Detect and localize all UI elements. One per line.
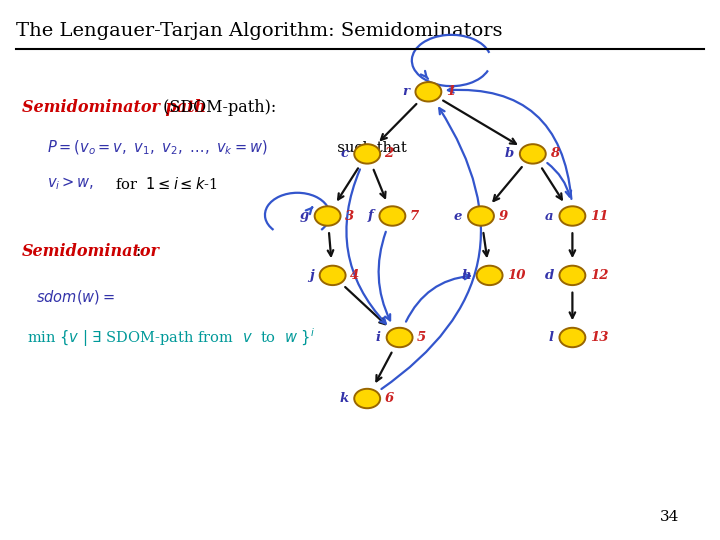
Text: 9: 9 [498, 210, 508, 222]
Text: Semidominator path: Semidominator path [22, 99, 206, 117]
Circle shape [468, 206, 494, 226]
Text: min $\{ v\ |\ \exists$ SDOM-path from $\ v\ $ to $\ w\ \}^i$: min $\{ v\ |\ \exists$ SDOM-path from $\… [27, 327, 315, 349]
Text: The Lengauer-Tarjan Algorithm: Semidominators: The Lengauer-Tarjan Algorithm: Semidomin… [16, 22, 503, 39]
Text: for  $1 \leq i \leq k$-1: for $1 \leq i \leq k$-1 [106, 176, 217, 192]
Text: f: f [368, 210, 374, 222]
Text: 11: 11 [590, 210, 608, 222]
Text: h: h [462, 269, 471, 282]
Text: b: b [505, 147, 514, 160]
Circle shape [354, 144, 380, 164]
Circle shape [315, 206, 341, 226]
Text: 8: 8 [550, 147, 559, 160]
Circle shape [387, 328, 413, 347]
Text: 4: 4 [350, 269, 359, 282]
Text: e: e [454, 210, 462, 222]
Text: 1: 1 [446, 85, 455, 98]
Text: a: a [545, 210, 554, 222]
Circle shape [477, 266, 503, 285]
Circle shape [379, 206, 405, 226]
Text: $P = (v_o = v,\ v_1,\ v_2,\ \ldots,\ v_k = w)$: $P = (v_o = v,\ v_1,\ v_2,\ \ldots,\ v_k… [47, 139, 267, 157]
Text: 3: 3 [345, 210, 354, 222]
Text: d: d [544, 269, 554, 282]
Text: 10: 10 [507, 269, 526, 282]
Text: i: i [376, 331, 381, 344]
Text: $sdom(w) =$: $sdom(w) =$ [36, 288, 115, 306]
Text: l: l [549, 331, 554, 344]
Text: such that: such that [328, 141, 406, 155]
Text: 2: 2 [384, 147, 394, 160]
Text: :: : [135, 242, 140, 260]
Text: Semidominator: Semidominator [22, 242, 159, 260]
Circle shape [559, 206, 585, 226]
Text: (SDOM-path):: (SDOM-path): [158, 99, 276, 117]
Text: 6: 6 [384, 392, 394, 405]
Text: g: g [300, 210, 309, 222]
Text: 13: 13 [590, 331, 608, 344]
Text: $v_i>w,$: $v_i>w,$ [47, 176, 94, 192]
Circle shape [559, 266, 585, 285]
Text: 12: 12 [590, 269, 608, 282]
Text: 7: 7 [410, 210, 419, 222]
Text: r: r [402, 85, 410, 98]
Text: j: j [309, 269, 314, 282]
Circle shape [520, 144, 546, 164]
Text: k: k [339, 392, 348, 405]
Circle shape [415, 82, 441, 102]
Text: 34: 34 [660, 510, 679, 524]
Text: 5: 5 [417, 331, 426, 344]
Circle shape [320, 266, 346, 285]
Text: c: c [341, 147, 348, 160]
Circle shape [354, 389, 380, 408]
Circle shape [559, 328, 585, 347]
